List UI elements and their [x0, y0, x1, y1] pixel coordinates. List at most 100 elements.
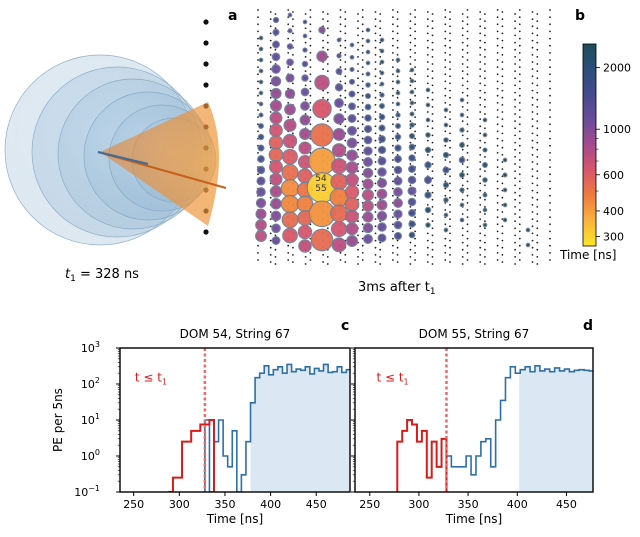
dom-dot	[326, 256, 329, 258]
dom-dot	[361, 94, 364, 97]
dom-dot	[357, 127, 359, 130]
dom-dot	[292, 25, 294, 28]
dom-dot	[514, 234, 516, 237]
dom-dot	[466, 94, 469, 97]
dom-hit	[284, 103, 296, 116]
dom-hit	[281, 163, 299, 182]
dom-hit	[379, 103, 385, 109]
dom-dot	[461, 63, 464, 65]
dom-dot	[344, 139, 347, 142]
dom-hit	[271, 223, 281, 234]
dom-dot	[339, 94, 342, 97]
dom-dot	[484, 227, 486, 230]
dom-dot	[357, 56, 359, 58]
dom-dot	[287, 244, 290, 247]
dom-dot	[344, 254, 347, 256]
dom-dot	[449, 225, 451, 228]
dom-hit	[459, 172, 465, 178]
dom-dot	[549, 166, 551, 169]
dom-dot	[549, 102, 551, 104]
dom-dot	[549, 37, 551, 40]
dom-hit	[425, 102, 431, 108]
dom-dot	[374, 139, 377, 142]
dom-dot	[536, 134, 539, 137]
dom-dot	[518, 173, 521, 176]
dom-dot	[514, 63, 516, 65]
dom-hit	[393, 209, 403, 219]
dom-dot	[531, 32, 534, 35]
dom-dot	[309, 259, 312, 261]
dom-hit	[442, 181, 450, 189]
dom-hit	[379, 37, 385, 43]
dom-hit	[258, 101, 264, 107]
dom-dot	[414, 194, 416, 197]
dom-dot	[496, 159, 499, 161]
dom-dot	[536, 13, 539, 15]
x-tick-label: 350	[458, 498, 479, 511]
dom-dot	[374, 132, 377, 135]
dom-dot	[392, 73, 394, 76]
dom-dot	[518, 87, 521, 90]
dom-dot	[449, 182, 451, 185]
dom-dot	[536, 163, 539, 165]
dom-dot	[484, 234, 486, 237]
dom-dot	[549, 187, 551, 190]
dom-dot	[396, 118, 399, 120]
dom-dot	[361, 66, 364, 68]
dom-dot	[466, 180, 469, 183]
dom-dot	[449, 189, 451, 192]
dom-dot	[536, 127, 539, 130]
dom-dot	[449, 211, 451, 213]
dom-dot	[444, 73, 447, 76]
dom-dot	[479, 11, 482, 13]
dom-dot	[461, 77, 464, 80]
dom-dot	[484, 84, 486, 87]
dom-dot	[449, 18, 451, 20]
dom-dot	[449, 146, 451, 149]
dom-hit	[363, 135, 373, 145]
dom-dot	[374, 39, 377, 42]
dom-dot	[479, 132, 482, 135]
dom-dot	[518, 94, 521, 97]
dom-hit	[363, 146, 373, 156]
dom-dot	[496, 102, 499, 104]
dom-dot	[374, 161, 377, 163]
dom-dot	[326, 91, 329, 94]
dom-dot	[449, 139, 451, 142]
dom-dot	[549, 66, 551, 68]
y-tick-label: 103	[81, 340, 100, 355]
dom-dot	[392, 130, 394, 133]
dom-54-label: 54	[315, 174, 327, 184]
dom-dot	[444, 259, 447, 261]
dom-dot	[374, 68, 377, 70]
colorbar-tick-label: 300	[603, 231, 624, 244]
dom-dot	[461, 263, 464, 265]
dom-hit	[286, 43, 294, 50]
dom-dot	[374, 75, 377, 78]
dom-dot	[461, 256, 464, 258]
dom-dot	[549, 244, 551, 247]
dom-dot	[361, 9, 364, 11]
dom-dot	[514, 141, 516, 144]
dom-dot	[274, 13, 277, 15]
dom-dot	[514, 48, 516, 51]
dom-dot	[431, 56, 434, 58]
dom-hit	[409, 122, 415, 128]
dom-dot	[496, 144, 499, 147]
dom-dot	[396, 261, 399, 263]
colorbar-title: Time [ns]	[559, 248, 616, 262]
dom-dot	[496, 259, 499, 261]
dom-hit	[331, 143, 347, 158]
dom-dot	[322, 261, 324, 263]
post-t1-histogram	[204, 363, 350, 492]
dom-dot	[531, 182, 534, 185]
dom-hit	[280, 179, 300, 198]
dom-hit	[258, 112, 264, 118]
dom-dot	[479, 218, 482, 221]
dom-dot	[344, 25, 347, 28]
dom-dot	[409, 263, 412, 265]
dom-dot	[379, 27, 382, 30]
dom-dot	[531, 118, 534, 120]
dom-dot	[461, 27, 464, 30]
dom-dot	[484, 13, 486, 15]
